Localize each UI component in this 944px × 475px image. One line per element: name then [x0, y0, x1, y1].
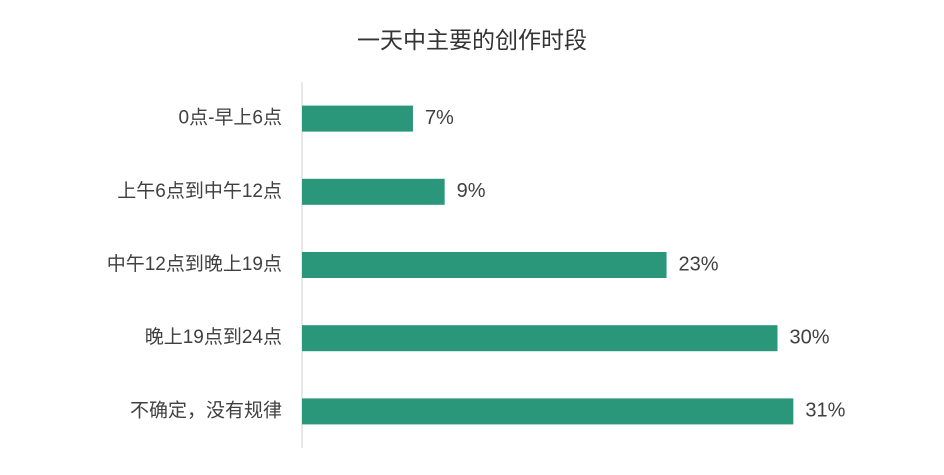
y-tick-label: 不确定，没有规律 [130, 399, 282, 421]
data-label: 7% [425, 107, 454, 129]
bar [302, 178, 445, 205]
y-tick-label: 上午6点到中午12点 [117, 180, 282, 202]
data-label: 23% [679, 253, 719, 275]
data-label: 30% [790, 326, 830, 348]
bar [302, 252, 667, 278]
y-tick-label: 0点-早上6点 [179, 107, 282, 129]
bar [302, 105, 413, 132]
y-tick-label: 中午12点到晚上19点 [107, 253, 282, 275]
data-label: 9% [457, 180, 486, 202]
y-tick-label: 晚上19点到24点 [145, 326, 282, 348]
chart-title: 一天中主要的创作时段 [357, 27, 587, 53]
data-label: 31% [805, 400, 845, 422]
bar [302, 325, 778, 352]
bar [302, 398, 794, 425]
